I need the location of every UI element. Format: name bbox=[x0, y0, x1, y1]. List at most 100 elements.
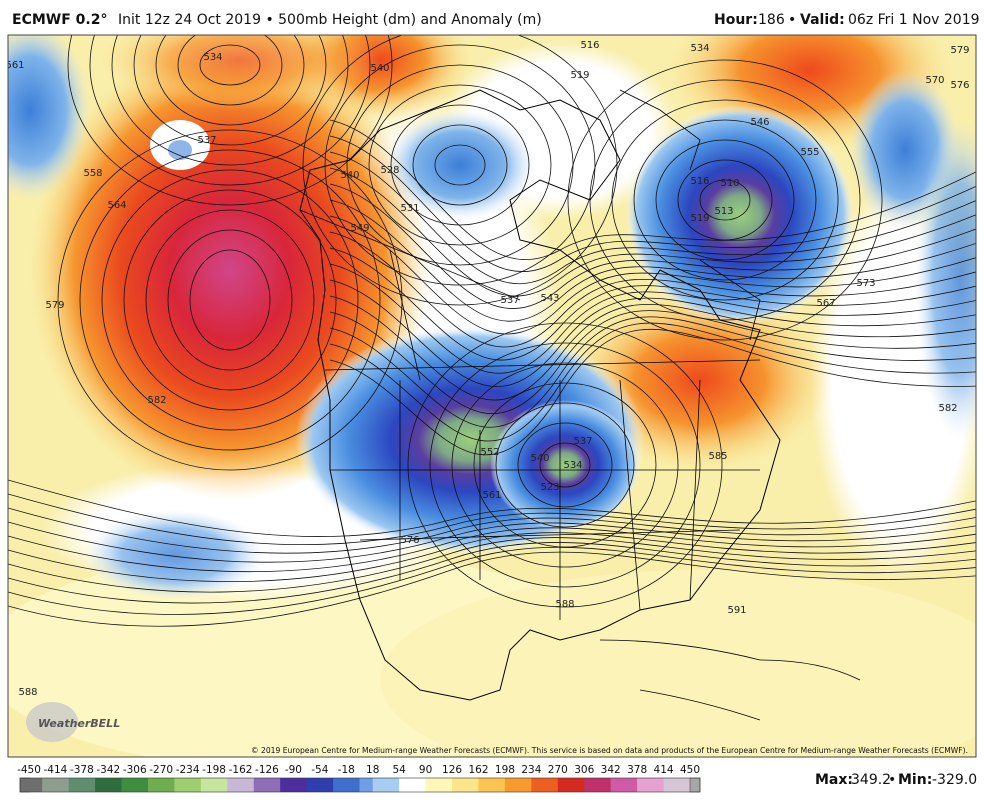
colorbar-swatch bbox=[306, 778, 321, 792]
colorbar-swatch bbox=[571, 778, 585, 792]
height-contour bbox=[329, 151, 976, 285]
colorbar-label: -306 bbox=[123, 764, 147, 776]
height-contour bbox=[329, 316, 976, 428]
colorbar-swatch bbox=[108, 778, 122, 792]
colorbar-swatch bbox=[346, 778, 360, 792]
colorbar-swatch bbox=[68, 778, 83, 792]
contour-label: 564 bbox=[107, 200, 126, 211]
trough-anomaly bbox=[85, 510, 265, 600]
trough-anomaly bbox=[8, 35, 90, 200]
colorbar-label: 18 bbox=[366, 764, 379, 776]
colorbar-label: -378 bbox=[70, 764, 94, 776]
colorbar-swatch bbox=[200, 778, 215, 792]
height-contour bbox=[8, 527, 976, 573]
min-label: Min: bbox=[898, 772, 932, 788]
contour-label: 540 bbox=[340, 170, 359, 181]
trough-anomaly bbox=[385, 110, 535, 220]
colorbar-swatch bbox=[412, 778, 426, 792]
colorbar-label: -162 bbox=[229, 764, 253, 776]
separator: • bbox=[888, 772, 896, 788]
colorbar-label: -342 bbox=[96, 764, 120, 776]
height-contour bbox=[329, 215, 976, 335]
contour-label: 573 bbox=[856, 278, 875, 289]
contour-label: 588 bbox=[555, 599, 574, 610]
colorbar-swatch bbox=[452, 778, 466, 792]
colorbar-swatch bbox=[531, 778, 545, 792]
colorbar-swatch bbox=[650, 778, 664, 792]
min-value: -329.0 bbox=[932, 772, 977, 788]
colorbar-label: 450 bbox=[680, 764, 700, 776]
height-contour bbox=[677, 159, 773, 241]
contour-label: 591 bbox=[727, 605, 746, 616]
colorbar-swatch bbox=[385, 778, 400, 792]
colorbar-label: -270 bbox=[149, 764, 173, 776]
model-name: ECMWF 0.2° bbox=[12, 12, 107, 28]
colorbar-swatch bbox=[95, 778, 109, 792]
height-contour bbox=[633, 119, 817, 281]
colorbar-swatch bbox=[504, 778, 519, 792]
contour-label: 579 bbox=[45, 300, 64, 311]
contour-label: 546 bbox=[750, 117, 769, 128]
contour-label: 516 bbox=[690, 176, 709, 187]
height-contour bbox=[189, 249, 271, 351]
contour-label: 576 bbox=[950, 80, 969, 91]
height-contour bbox=[495, 402, 635, 528]
colorbar-label: -198 bbox=[202, 764, 226, 776]
contour-label: 523 bbox=[540, 482, 559, 493]
height-contour bbox=[8, 479, 976, 537]
height-contour bbox=[329, 119, 976, 260]
height-contour bbox=[89, 35, 371, 186]
contour-label: 585 bbox=[708, 451, 727, 462]
colorbar-label: 414 bbox=[654, 764, 674, 776]
height-contour bbox=[111, 35, 349, 166]
contour-label: 519 bbox=[570, 70, 589, 81]
max-label: Max: bbox=[815, 772, 853, 788]
colorbar-swatch bbox=[425, 778, 440, 792]
colorbar-label: 306 bbox=[574, 764, 594, 776]
contour-label: 579 bbox=[950, 45, 969, 56]
colorbar-label: 378 bbox=[627, 764, 647, 776]
height-contour bbox=[329, 279, 976, 387]
colorbar-swatch bbox=[557, 778, 572, 792]
height-contour bbox=[8, 551, 976, 627]
height-contour bbox=[329, 135, 976, 272]
colorbar-end bbox=[19, 777, 31, 793]
contour-label: 537 bbox=[573, 436, 592, 447]
contour-label: 555 bbox=[800, 147, 819, 158]
colorbar-swatch bbox=[187, 778, 202, 792]
colorbar-label: -18 bbox=[338, 764, 355, 776]
map: 561 534 540 537 558 564 540 528 531 549 579 582 537 5… bbox=[8, 35, 976, 757]
height-contour bbox=[567, 59, 883, 341]
height-contour bbox=[329, 167, 976, 297]
height-contour bbox=[199, 44, 261, 86]
height-contour bbox=[67, 35, 393, 206]
colorbar-label: -90 bbox=[285, 764, 302, 776]
colorbar-swatch bbox=[544, 778, 559, 792]
colorbar-swatch bbox=[293, 778, 308, 792]
height-contour bbox=[8, 507, 976, 554]
height-contour bbox=[368, 84, 552, 246]
colorbar-label: -54 bbox=[311, 764, 328, 776]
height-contour bbox=[8, 537, 976, 593]
colorbar-label: -414 bbox=[44, 764, 68, 776]
contour-label: 537 bbox=[500, 295, 519, 306]
height-contour bbox=[329, 247, 976, 361]
colorbar-swatch bbox=[240, 778, 255, 792]
height-contour bbox=[539, 442, 591, 488]
contour-label: 552 bbox=[480, 447, 499, 458]
height-contour bbox=[390, 104, 530, 226]
init-info: Init 12z 24 Oct 2019 • 500mb Height (dm)… bbox=[118, 12, 542, 28]
colorbar-label: -126 bbox=[255, 764, 279, 776]
colorbar-swatch bbox=[610, 778, 625, 792]
height-contour bbox=[655, 139, 795, 261]
colorbar-swatch bbox=[227, 778, 241, 792]
colorbar-swatch bbox=[253, 778, 268, 792]
contour-label: 534 bbox=[203, 52, 222, 63]
colorbar-swatch bbox=[214, 778, 228, 792]
colorbar-label: 162 bbox=[468, 764, 488, 776]
contour-label: 510 bbox=[720, 178, 739, 189]
valid-value: 06z Fri 1 Nov 2019 bbox=[848, 12, 980, 28]
colorbar-swatch bbox=[372, 778, 387, 792]
contour-label: 528 bbox=[380, 165, 399, 176]
